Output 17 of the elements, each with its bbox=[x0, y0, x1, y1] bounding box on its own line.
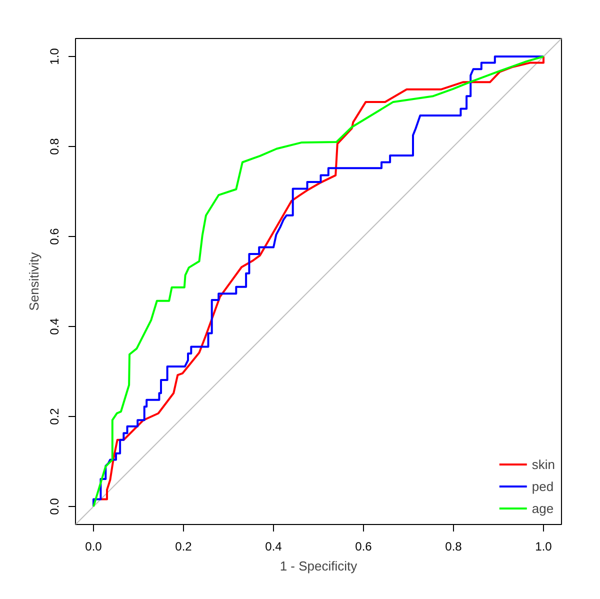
legend-label: skin bbox=[532, 456, 555, 472]
x-tick-label: 0.4 bbox=[265, 540, 282, 554]
y-tick-label: 0.6 bbox=[48, 228, 62, 245]
legend-label: ped bbox=[532, 478, 554, 494]
x-axis-title: 1 - Specificity bbox=[280, 558, 358, 574]
y-axis-title: Sensitivity bbox=[26, 252, 42, 311]
x-tick-label: 0.2 bbox=[175, 540, 192, 554]
y-tick-label: 0.8 bbox=[48, 138, 62, 155]
x-tick-label: 1.0 bbox=[535, 540, 552, 554]
y-tick-label: 0.0 bbox=[48, 498, 62, 515]
x-tick-label: 0.6 bbox=[355, 540, 372, 554]
y-tick-label: 0.4 bbox=[48, 318, 62, 335]
y-tick-label: 0.2 bbox=[48, 408, 62, 425]
x-tick-label: 0.8 bbox=[445, 540, 462, 554]
x-tick-label: 0.0 bbox=[85, 540, 102, 554]
y-tick-label: 1.0 bbox=[48, 48, 62, 65]
legend-label: age bbox=[532, 500, 554, 516]
